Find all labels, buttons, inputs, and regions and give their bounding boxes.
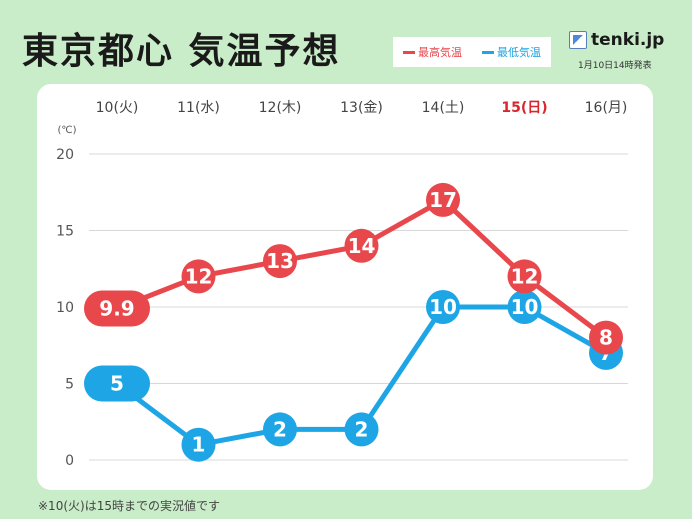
data-label-low: 1: [192, 433, 206, 457]
data-point-high: [507, 259, 542, 294]
data-point-low: [263, 412, 297, 447]
legend-item-low: 最低気温: [482, 44, 541, 60]
data-label-high: 9.9: [99, 297, 134, 321]
y-tick-label: 0: [65, 453, 74, 469]
data-label-low: 5: [110, 372, 124, 396]
x-category-label: 12(木): [259, 100, 302, 116]
data-label-high: 12: [511, 264, 539, 288]
brand-logo: tenki.jp: [569, 30, 664, 50]
issued-time: 1月10日14時発表: [578, 61, 652, 71]
data-point-high: [84, 290, 150, 327]
y-tick-label: 20: [56, 147, 74, 163]
data-point-high: [344, 228, 379, 263]
y-axis-unit: (℃): [57, 125, 76, 136]
x-category-label: 14(土): [422, 100, 465, 116]
data-point-low: [344, 412, 379, 447]
data-point-low: [426, 290, 460, 324]
x-category-label: 11(水): [177, 100, 220, 116]
x-category-label: 16(月): [585, 100, 628, 116]
data-label-low: 10: [429, 295, 457, 319]
data-point-high: [181, 259, 216, 294]
legend-label-low: 最低気温: [497, 46, 541, 59]
legend-swatch-low: [482, 50, 494, 54]
data-label-high: 17: [429, 188, 457, 212]
data-label-high: 14: [348, 234, 376, 258]
x-category-label: 15(日): [501, 100, 547, 116]
data-label-low: 10: [511, 295, 539, 319]
y-tick-label: 15: [56, 224, 74, 240]
data-point-low: [507, 290, 542, 324]
legend-item-high: 最高気温: [403, 44, 462, 60]
y-tick-label: 10: [56, 300, 74, 316]
footnote: ※10(火)は15時までの実況値です: [38, 499, 220, 513]
chart-panel: [37, 84, 653, 490]
chart-title: 東京都心 気温予想: [22, 31, 341, 72]
data-point-high: [426, 182, 460, 217]
data-point-low: [84, 365, 150, 402]
data-label-high: 13: [266, 249, 294, 273]
data-label-high: 12: [185, 264, 213, 288]
data-label-low: 2: [273, 417, 287, 441]
data-point-low: [181, 427, 216, 462]
data-label-high: 8: [599, 326, 613, 350]
x-category-label: 13(金): [340, 100, 383, 116]
y-tick-label: 5: [65, 377, 74, 393]
legend: 最高気温 最低気温: [393, 37, 551, 67]
tenki-logo-icon: [569, 31, 587, 49]
data-label-low: 2: [355, 417, 369, 441]
x-category-label: 10(火): [96, 100, 139, 116]
data-point-high: [589, 320, 623, 355]
legend-label-high: 最高気温: [418, 46, 462, 59]
data-point-high: [263, 244, 297, 279]
brand-name: tenki.jp: [591, 30, 665, 50]
legend-swatch-high: [403, 50, 415, 54]
